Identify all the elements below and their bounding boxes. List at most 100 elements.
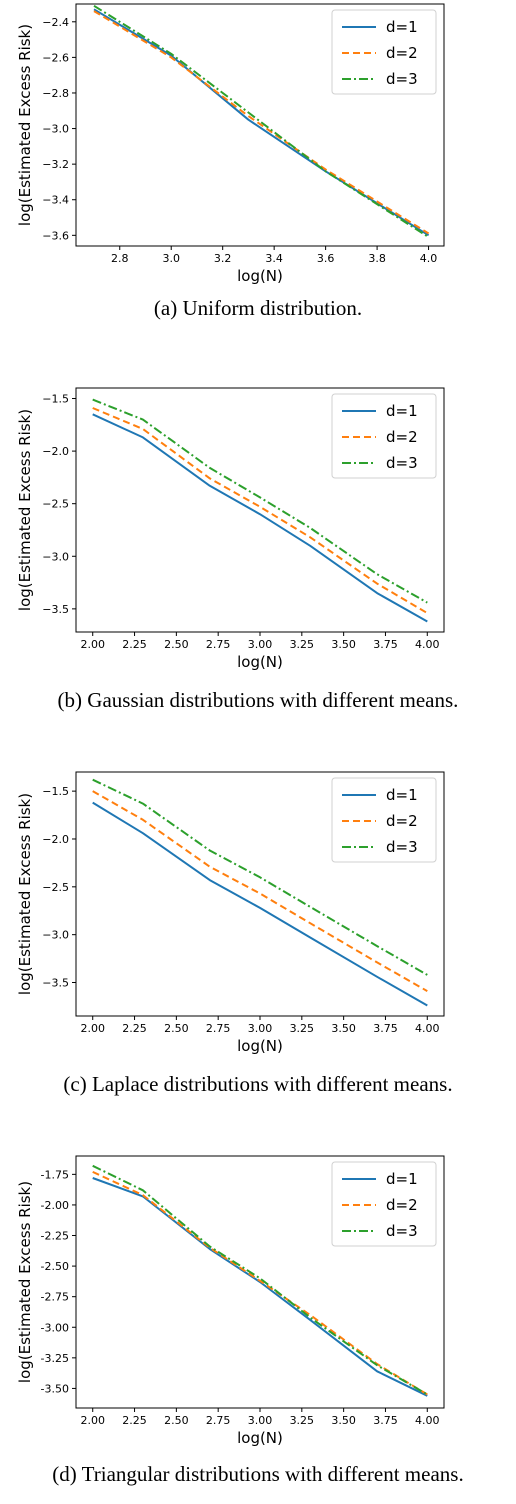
x-tick-label: 3.50 (331, 638, 356, 651)
x-tick-label: 3.50 (331, 1022, 356, 1035)
y-tick-label: −3.6 (42, 229, 69, 242)
x-tick-label: 3.00 (248, 638, 273, 651)
legend-label: d=2 (386, 428, 418, 446)
x-tick-label: 2.25 (122, 1414, 147, 1427)
legend-label: d=2 (386, 44, 418, 62)
x-tick-label: 4.00 (415, 638, 440, 651)
chart-caption: (a) Uniform distribution. (153, 296, 363, 320)
x-tick-label: 3.00 (248, 1022, 273, 1035)
series-line-d=3 (92, 778, 428, 976)
chart-b: 2.00 2.25 2.50 2.75 3.00 3.25 3.50 3.75 4.00 −3.5… (16, 387, 445, 671)
chart-caption: (c) Laplace distributions with different… (63, 1072, 453, 1096)
y-tick-label: −3.5 (42, 977, 69, 990)
y-tick-label: −2.5 (42, 498, 69, 511)
legend-label: d=3 (386, 70, 418, 88)
chart-d: 2.00 2.25 2.50 2.75 3.00 3.25 3.50 3.75 4.00 -3.5… (16, 1155, 445, 1447)
y-tick-label: −3.0 (42, 550, 69, 563)
y-tick-label: −3.0 (42, 929, 69, 942)
x-tick-label: 3.25 (290, 1414, 315, 1427)
x-tick-label: 2.25 (122, 638, 147, 651)
chart-panel-c: 2.00 2.25 2.50 2.75 3.00 3.25 3.50 3.75 4.00 −3.5… (0, 768, 516, 1108)
x-tick-label: 4.00 (415, 1022, 440, 1035)
legend-box (331, 1161, 437, 1247)
x-axis-label: log(N) (237, 267, 283, 285)
x-tick-label: 2.75 (206, 638, 231, 651)
y-tick-label: −3.4 (42, 194, 69, 207)
y-tick-label: -1.75 (41, 1168, 69, 1181)
x-tick-label: 2.00 (80, 638, 105, 651)
x-tick-label: 3.75 (373, 638, 398, 651)
legend-label: d=1 (386, 786, 418, 804)
chart-c: 2.00 2.25 2.50 2.75 3.00 3.25 3.50 3.75 4.00 −3.5… (16, 771, 445, 1055)
y-tick-label: −1.5 (42, 785, 69, 798)
y-tick-label: -2.75 (41, 1291, 69, 1304)
y-tick-label: -2.00 (41, 1199, 69, 1212)
x-tick-label: 2.25 (122, 1022, 147, 1035)
x-tick-label: 3.8 (368, 252, 386, 265)
x-tick-label: 3.25 (290, 1022, 315, 1035)
legend-box (331, 9, 437, 95)
y-tick-label: −3.5 (42, 603, 69, 616)
legend-box (331, 393, 437, 479)
chart-caption: (d) Triangular distributions with differ… (52, 1462, 464, 1486)
y-tick-label: −2.5 (42, 881, 69, 894)
y-axis-label: log(Estimated Excess Risk) (16, 409, 34, 611)
chart-caption: (b) Gaussian distributions with differen… (57, 688, 459, 712)
x-tick-label: 3.0 (162, 252, 180, 265)
y-tick-label: -2.50 (41, 1260, 69, 1273)
y-tick-label: -2.25 (41, 1230, 69, 1243)
y-tick-label: −1.5 (42, 393, 69, 406)
legend-label: d=1 (386, 1170, 418, 1188)
y-tick-label: -3.00 (41, 1321, 69, 1334)
x-tick-label: 3.6 (317, 252, 335, 265)
series-line-d=3 (93, 4, 430, 238)
x-axis-label: log(N) (237, 653, 283, 671)
x-axis-label: log(N) (237, 1429, 283, 1447)
legend-box (331, 777, 437, 863)
y-tick-label: -3.25 (41, 1352, 69, 1365)
legend-label: d=1 (386, 18, 418, 36)
chart-panel-a: 2.8 3.0 3.2 3.4 3.6 3.8 4.0 −3.6 −3.4 −3.2 −3.0 −2.… (0, 0, 516, 340)
x-tick-label: 2.8 (111, 252, 129, 265)
y-tick-label: −2.8 (42, 87, 69, 100)
y-tick-label: -3.50 (41, 1382, 69, 1395)
series-line-d=1 (92, 801, 428, 1007)
x-tick-label: 2.00 (80, 1414, 105, 1427)
x-tick-label: 3.75 (373, 1414, 398, 1427)
series-line-d=2 (92, 790, 428, 992)
series-line-d=1 (92, 413, 428, 623)
y-tick-label: −2.0 (42, 445, 69, 458)
legend-label: d=3 (386, 454, 418, 472)
y-tick-label: −3.2 (42, 158, 69, 171)
y-axis-label: log(Estimated Excess Risk) (16, 1181, 34, 1383)
x-tick-label: 2.75 (206, 1414, 231, 1427)
plot-frame (75, 3, 445, 247)
legend-label: d=2 (386, 1196, 418, 1214)
series-line-d=2 (93, 10, 430, 235)
x-tick-label: 2.50 (164, 638, 189, 651)
x-tick-label: 2.50 (164, 1022, 189, 1035)
chart-panel-d: 2.00 2.25 2.50 2.75 3.00 3.25 3.50 3.75 4.00 -3.5… (0, 1152, 516, 1502)
legend-label: d=2 (386, 812, 418, 830)
chart-panel-b: 2.00 2.25 2.50 2.75 3.00 3.25 3.50 3.75 4.00 −3.5… (0, 384, 516, 724)
x-tick-label: 3.2 (214, 252, 232, 265)
y-tick-label: −2.0 (42, 833, 69, 846)
x-tick-label: 3.25 (290, 638, 315, 651)
x-tick-label: 2.50 (164, 1414, 189, 1427)
y-tick-label: −3.0 (42, 123, 69, 136)
series-line-d=2 (92, 407, 428, 614)
x-tick-label: 3.75 (373, 1022, 398, 1035)
x-tick-label: 3.00 (248, 1414, 273, 1427)
y-axis-label: log(Estimated Excess Risk) (16, 24, 34, 226)
x-axis-label: log(N) (237, 1037, 283, 1055)
x-tick-label: 3.4 (265, 252, 283, 265)
chart-a: 2.8 3.0 3.2 3.4 3.6 3.8 4.0 −3.6 −3.4 −3.2 −3.0 −2.… (16, 3, 445, 285)
x-tick-label: 3.50 (331, 1414, 356, 1427)
legend-label: d=3 (386, 838, 418, 856)
x-tick-label: 2.75 (206, 1022, 231, 1035)
y-axis-label: log(Estimated Excess Risk) (16, 793, 34, 995)
y-tick-label: −2.4 (42, 16, 69, 29)
x-tick-label: 4.0 (420, 252, 438, 265)
y-tick-label: −2.6 (42, 51, 69, 64)
x-tick-label: 2.00 (80, 1022, 105, 1035)
